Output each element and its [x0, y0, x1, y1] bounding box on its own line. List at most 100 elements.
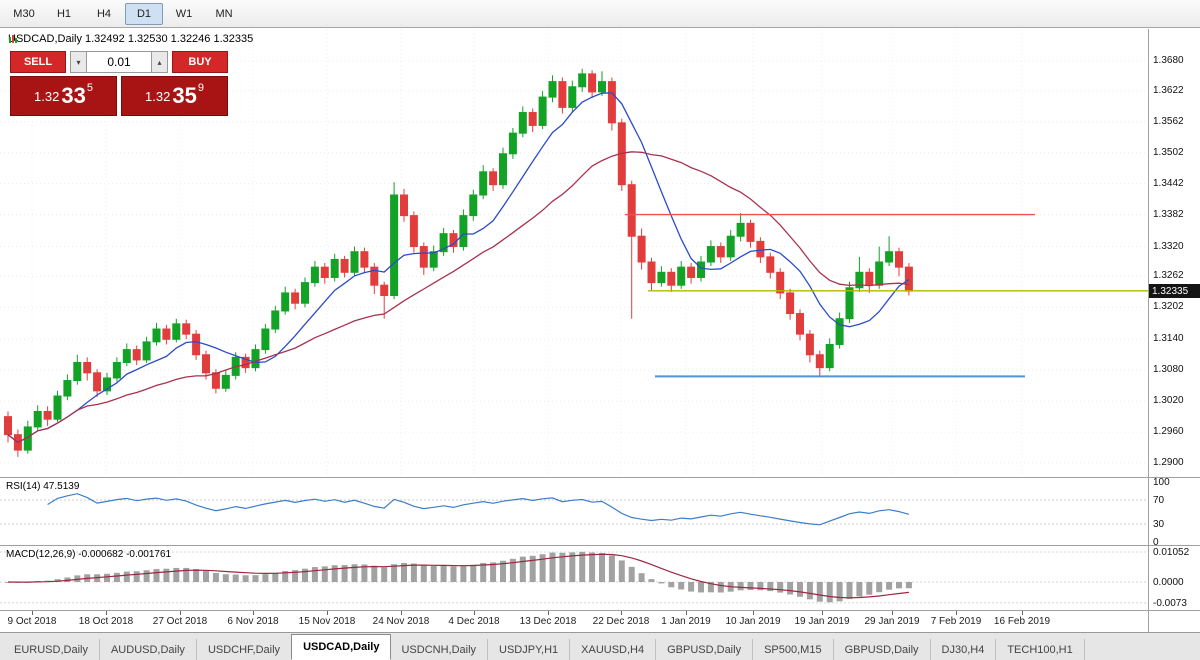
volume-decrease-icon[interactable]: ▾ [70, 51, 87, 73]
date-axis-label: 19 Jan 2019 [794, 616, 850, 627]
chart-tab-SP500-M15[interactable]: SP500,M15 [753, 639, 834, 660]
date-axis-label: 10 Jan 2019 [725, 616, 781, 627]
chart-icon [9, 34, 17, 43]
price-axis-label: 1.3680 [1153, 55, 1184, 66]
date-tick [956, 611, 957, 615]
sell-button[interactable]: SELL [10, 51, 66, 73]
date-tick [892, 611, 893, 615]
timeframe-button-W1[interactable]: W1 [175, 7, 193, 20]
macd-axis-label: 0.0000 [1153, 577, 1184, 588]
date-axis-label: 16 Feb 2019 [993, 616, 1051, 627]
price-axis-label: 1.3320 [1153, 240, 1184, 252]
date-tick [686, 611, 687, 615]
date-tick [180, 611, 181, 615]
macd-panel-canvas[interactable] [0, 546, 1148, 610]
chart-tab-USDCNH-Daily[interactable]: USDCNH,Daily [390, 639, 489, 660]
price-scale-divider [1148, 29, 1149, 632]
date-axis-label: 7 Feb 2019 [930, 616, 982, 627]
date-axis-label: 9 Oct 2018 [7, 616, 57, 627]
price-chart-canvas[interactable] [0, 29, 1148, 477]
price-axis-label: 1.3382 [1153, 208, 1184, 220]
price-axis-label: 1.2900 [1153, 457, 1184, 468]
one-click-trade-panel: SELL ▾ 0.01 ▴ BUY 1.32 33 5 1.32 35 9 [10, 51, 228, 116]
buy-button[interactable]: BUY [172, 51, 228, 73]
date-tick [401, 611, 402, 615]
timeframe-button-M30[interactable]: M30 [13, 7, 35, 20]
price-axis-label: 1.3080 [1153, 364, 1184, 376]
rsi-axis-label: 70 [1153, 495, 1165, 506]
price-axis-label: 1.3262 [1153, 270, 1184, 282]
chart-tab-TECH100-H1[interactable]: TECH100,H1 [996, 639, 1085, 660]
volume-input[interactable]: 0.01 [87, 51, 151, 73]
date-tick [1022, 611, 1023, 615]
date-tick [106, 611, 107, 615]
buy-price-base: 1.32 [145, 88, 171, 104]
buy-price-frac: 9 [197, 82, 204, 94]
rsi-axis-label: 0 [1153, 537, 1159, 548]
trade-controls-row: SELL ▾ 0.01 ▴ BUY [10, 51, 228, 73]
date-tick [822, 611, 823, 615]
date-tick [621, 611, 622, 615]
date-axis-label: 24 Nov 2018 [372, 616, 430, 627]
sell-price-display[interactable]: 1.32 33 5 [10, 76, 117, 116]
chart-tabbar: EURUSD,Daily AUDUSD,Daily USDCHF,Daily USDC… [0, 632, 1200, 660]
volume-stepper: ▾ 0.01 ▴ [70, 51, 168, 73]
date-axis-label: 1 Jan 2019 [661, 616, 711, 627]
date-axis-label: 4 Dec 2018 [448, 616, 500, 627]
price-axis-label: 1.2960 [1153, 426, 1184, 438]
chart-tab-XAUUSD-H4[interactable]: XAUUSD,H4 [570, 639, 657, 660]
date-axis-label: 22 Dec 2018 [592, 616, 650, 627]
chart-tab-USDJPY-H1[interactable]: USDJPY,H1 [488, 639, 571, 660]
buy-price-pips: 35 [172, 83, 197, 108]
price-axis-label: 1.3140 [1153, 333, 1184, 345]
date-axis-label: 6 Nov 2018 [227, 616, 279, 627]
chart-tab-AUDUSD-Daily[interactable]: AUDUSD,Daily [100, 639, 197, 660]
rsi-panel-canvas[interactable] [0, 478, 1148, 545]
buy-price-display[interactable]: 1.32 35 9 [121, 76, 228, 116]
price-axis-label: 1.3020 [1153, 395, 1184, 407]
chart-tab-USDCHF-Daily[interactable]: USDCHF,Daily [197, 639, 293, 660]
date-axis-label: 15 Nov 2018 [298, 616, 356, 627]
current-price-badge: 1.32335 [1149, 284, 1200, 299]
timeframe-button-MN[interactable]: MN [215, 7, 233, 20]
chart-tab-GBPUSD-Daily[interactable]: GBPUSD,Daily [834, 639, 931, 660]
price-axis-label: 1.3202 [1153, 301, 1184, 313]
date-tick [32, 611, 33, 615]
timeframe-button-H1[interactable]: H1 [56, 7, 72, 20]
price-axis-label: 1.3502 [1153, 146, 1184, 158]
date-tick [327, 611, 328, 615]
chart-tab-DJ30-H4[interactable]: DJ30,H4 [931, 639, 997, 660]
chart-tab-USDCAD-Daily[interactable]: USDCAD,Daily [291, 634, 392, 660]
price-axis-label: 1.3442 [1153, 177, 1184, 189]
sell-price-pips: 33 [61, 83, 86, 108]
trade-prices-row: 1.32 33 5 1.32 35 9 [10, 76, 228, 116]
date-tick [753, 611, 754, 615]
chart-title-text: USDCAD,Daily 1.32492 1.32530 1.32246 1.3… [8, 33, 254, 45]
timeframe-toolbar: M30 H1 H4 D1 W1 MN [0, 0, 1200, 28]
sell-price-base: 1.32 [34, 88, 60, 104]
volume-increase-icon[interactable]: ▴ [151, 51, 168, 73]
price-axis-label: 1.3562 [1153, 115, 1184, 127]
price-axis-label: 1.3622 [1153, 84, 1184, 96]
macd-axis-label: 0.01052 [1153, 547, 1190, 558]
date-axis-label: 18 Oct 2018 [78, 616, 134, 627]
rsi-label: RSI(14) 47.5139 [6, 481, 80, 492]
macd-dateaxis-divider [0, 610, 1200, 611]
chart-title: USDCAD,Daily 1.32492 1.32530 1.32246 1.3… [8, 33, 253, 45]
date-tick [548, 611, 549, 615]
sell-price-frac: 5 [86, 82, 93, 94]
chart-tab-GBPUSD-Daily[interactable]: GBPUSD,Daily [656, 639, 754, 660]
rsi-axis-label: 30 [1153, 519, 1165, 530]
timeframe-button-H4[interactable]: H4 [96, 7, 112, 20]
rsi-macd-divider[interactable] [0, 545, 1200, 546]
macd-axis-label: -0.0073 [1153, 597, 1187, 609]
rsi-axis-label: 100 [1153, 477, 1170, 488]
chart-rsi-divider[interactable] [0, 477, 1200, 478]
date-tick [474, 611, 475, 615]
chart-tab-EURUSD-Daily[interactable]: EURUSD,Daily [3, 639, 100, 660]
date-axis-label: 27 Oct 2018 [152, 616, 208, 627]
date-axis-label: 29 Jan 2019 [864, 616, 920, 627]
timeframe-button-D1[interactable]: D1 [125, 2, 163, 25]
macd-label: MACD(12,26,9) -0.000682 -0.001761 [6, 549, 172, 560]
date-axis-label: 13 Dec 2018 [519, 616, 577, 627]
